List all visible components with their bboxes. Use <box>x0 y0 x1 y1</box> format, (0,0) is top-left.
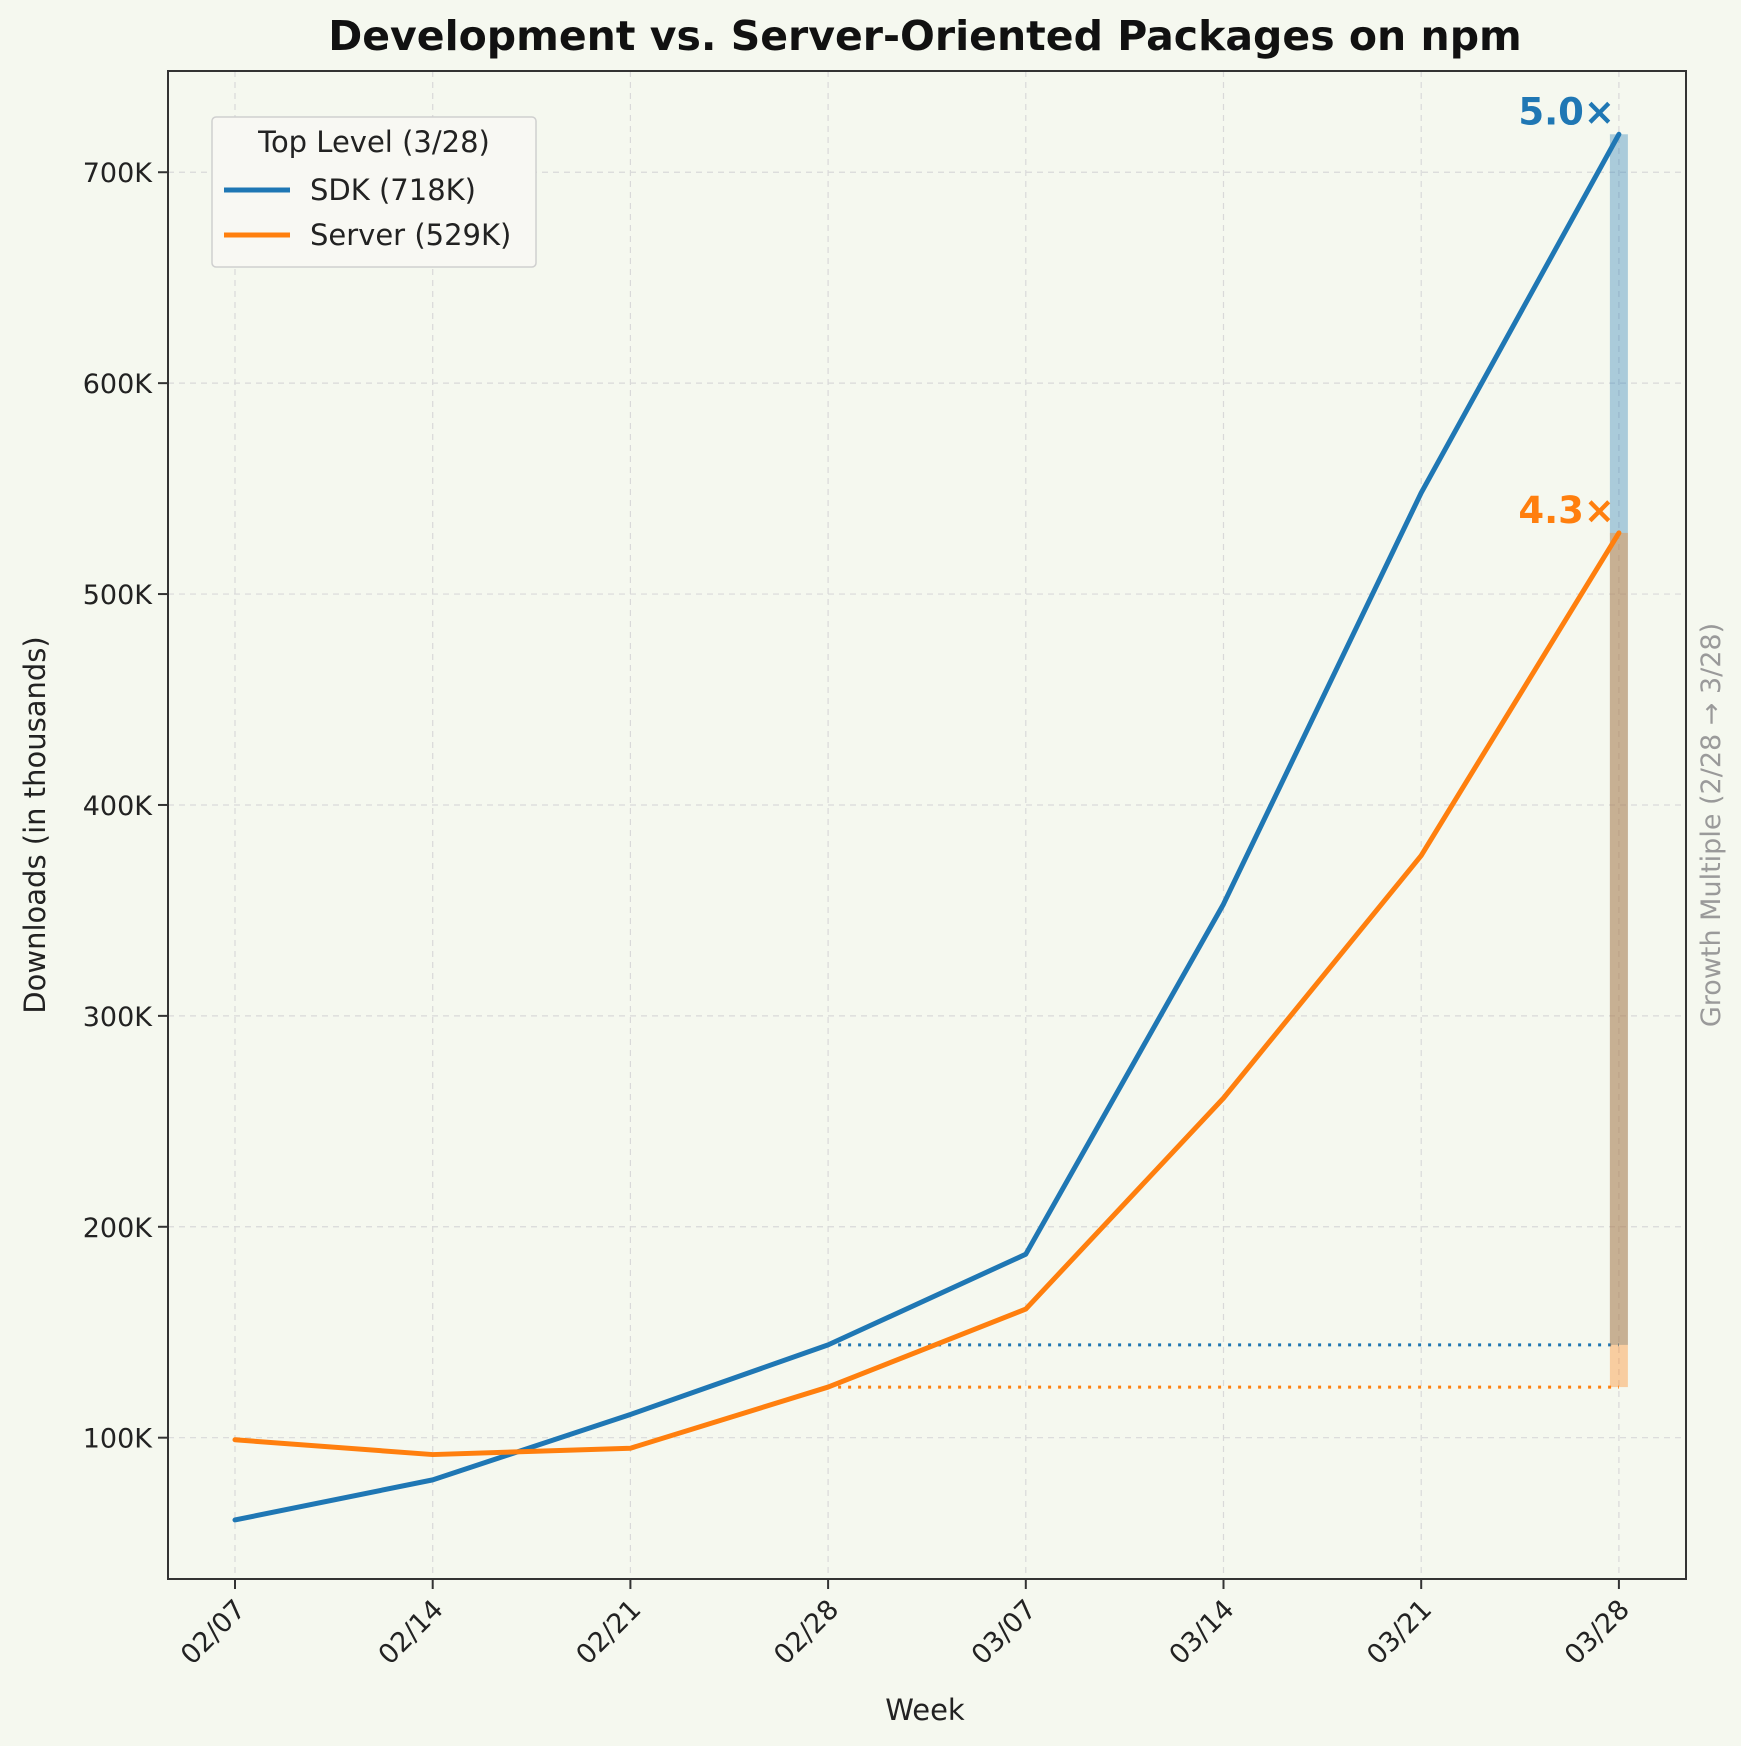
x-tick-label: 03/14 <box>1164 1594 1241 1671</box>
x-tick-label: 03/07 <box>966 1594 1043 1671</box>
x-axis-label: Week <box>885 1693 965 1727</box>
grid <box>168 71 1686 1579</box>
server-series-line <box>232 530 1622 1458</box>
x-tick-label: 02/07 <box>175 1594 252 1671</box>
y-axis-label: Downloads (in thousands) <box>18 636 52 1013</box>
chart-title: Development vs. Server-Oriented Packages… <box>328 12 1522 60</box>
y-tick-label: 300K <box>83 1002 154 1033</box>
x-tick-label: 02/14 <box>373 1594 450 1671</box>
y-tick-label: 200K <box>83 1213 154 1244</box>
y-axis-ticks: 100K 200K 300K 400K 500K 600K 700K <box>83 158 168 1455</box>
y-tick-label: 100K <box>83 1424 154 1455</box>
sdk-growth-multiple: 5.0× <box>1518 90 1615 133</box>
baseline-reference-lines <box>838 1343 1619 1389</box>
growth-bars <box>1609 134 1628 1388</box>
sdk-legend-label: SDK (718K) <box>310 173 476 207</box>
legend-title: Top Level (3/28) <box>257 125 490 159</box>
sdk-growth-bar <box>1609 134 1628 1345</box>
plot-frame <box>167 70 1687 1580</box>
y-tick-label: 500K <box>83 580 154 611</box>
y-tick-label: 400K <box>83 791 154 822</box>
x-tick-label: 02/21 <box>570 1594 647 1671</box>
x-tick-label: 02/28 <box>768 1594 845 1671</box>
series-lines <box>232 131 1622 1523</box>
server-legend-label: Server (529K) <box>310 218 511 252</box>
legend-box <box>211 116 537 268</box>
growth-annotations: 5.0× 4.3× <box>1518 90 1615 532</box>
sdk-series-line <box>232 131 1622 1523</box>
y-tick-label: 600K <box>83 369 154 400</box>
server-growth-multiple: 4.3× <box>1518 489 1615 532</box>
legend: Top Level (3/28) SDK (718K) Server (529K) <box>211 116 537 268</box>
x-tick-label: 03/21 <box>1361 1594 1438 1671</box>
server-growth-bar <box>1609 532 1628 1388</box>
growth-multiple-label: Growth Multiple (2/28 → 3/28) <box>1696 623 1727 1027</box>
x-tick-label: 03/28 <box>1559 1594 1636 1671</box>
x-axis-ticks: 02/07 02/14 02/21 02/28 03/07 03/14 03/21 03/28 <box>175 1579 1636 1671</box>
y-tick-label: 700K <box>83 158 154 189</box>
